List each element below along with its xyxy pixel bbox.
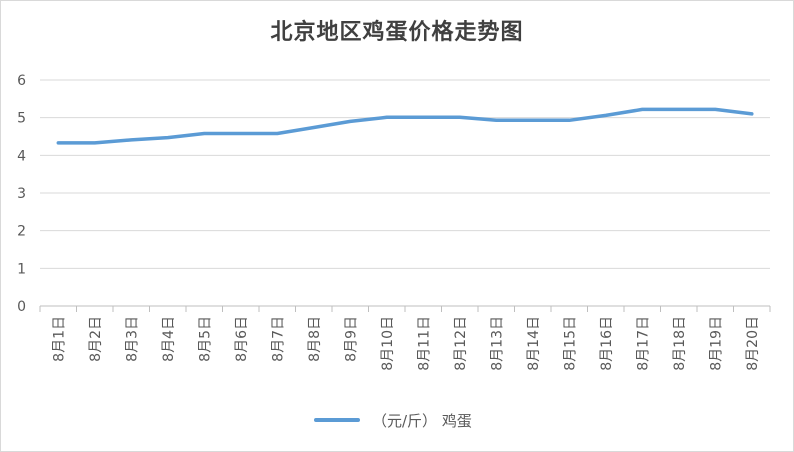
- y-tick-label: 2: [17, 224, 26, 240]
- legend-swatch: [314, 418, 360, 422]
- x-tick-label: 8月1日: [51, 316, 67, 362]
- x-tick-label: 8月17日: [635, 316, 651, 371]
- x-tick-label: 8月7日: [270, 316, 286, 362]
- x-tick-label: 8月2日: [88, 316, 104, 362]
- x-tick-label: 8月19日: [708, 316, 724, 371]
- x-tick-label: 8月10日: [380, 316, 396, 371]
- legend: （元/斤） 鸡蛋: [314, 410, 472, 430]
- x-tick-label: 8月18日: [672, 316, 688, 371]
- x-tick-label: 8月14日: [526, 316, 542, 371]
- legend-label: （元/斤） 鸡蛋: [372, 411, 472, 430]
- x-tick-label: 8月6日: [234, 316, 250, 362]
- x-tick-label: 8月8日: [307, 316, 323, 362]
- chart-title: 北京地区鸡蛋价格走势图: [270, 20, 524, 45]
- x-tick-label: 8月11日: [416, 316, 432, 371]
- series-line: [56, 107, 754, 145]
- y-tick-label: 3: [17, 186, 26, 202]
- x-tick-label: 8月16日: [599, 316, 615, 371]
- x-tick-label: 8月15日: [562, 316, 578, 371]
- y-tick-label: 6: [17, 73, 26, 89]
- x-tick-label: 8月5日: [197, 316, 213, 362]
- x-tick-label: 8月3日: [124, 316, 140, 362]
- x-tick-label: 8月13日: [489, 316, 505, 371]
- y-tick-label: 5: [17, 111, 26, 127]
- x-tick-label: 8月12日: [453, 316, 469, 371]
- x-tick-label: 8月20日: [745, 316, 761, 371]
- y-tick-label: 0: [17, 299, 26, 315]
- x-tick-label: 8月4日: [161, 316, 177, 362]
- x-tick-label: 8月9日: [343, 316, 359, 362]
- y-tick-label: 1: [17, 261, 26, 277]
- y-tick-label: 4: [17, 148, 26, 164]
